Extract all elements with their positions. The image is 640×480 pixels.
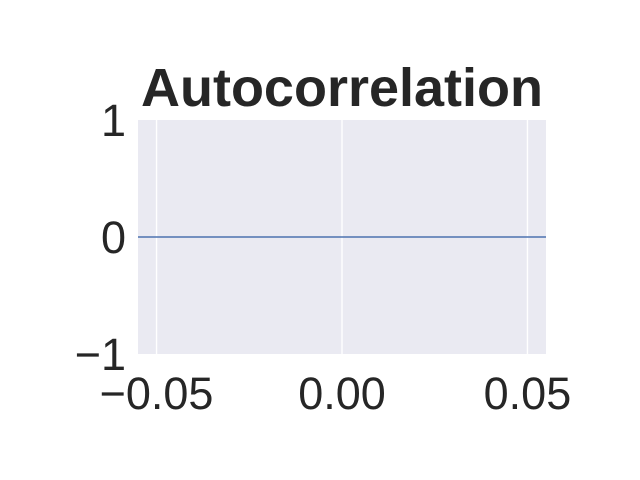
y-axis-ticks: −1 0 1 xyxy=(75,95,126,380)
x-axis-ticks: −0.05 0.00 0.05 xyxy=(100,368,572,419)
y-tick-label-2: 1 xyxy=(101,95,126,146)
y-tick-label-0: −1 xyxy=(75,329,126,380)
x-tick-label-2: 0.05 xyxy=(484,368,572,419)
x-tick-label-0: −0.05 xyxy=(100,368,214,419)
x-tick-label-1: 0.00 xyxy=(298,368,386,419)
chart-title: Autocorrelation xyxy=(141,58,543,118)
y-tick-label-1: 0 xyxy=(101,212,126,263)
